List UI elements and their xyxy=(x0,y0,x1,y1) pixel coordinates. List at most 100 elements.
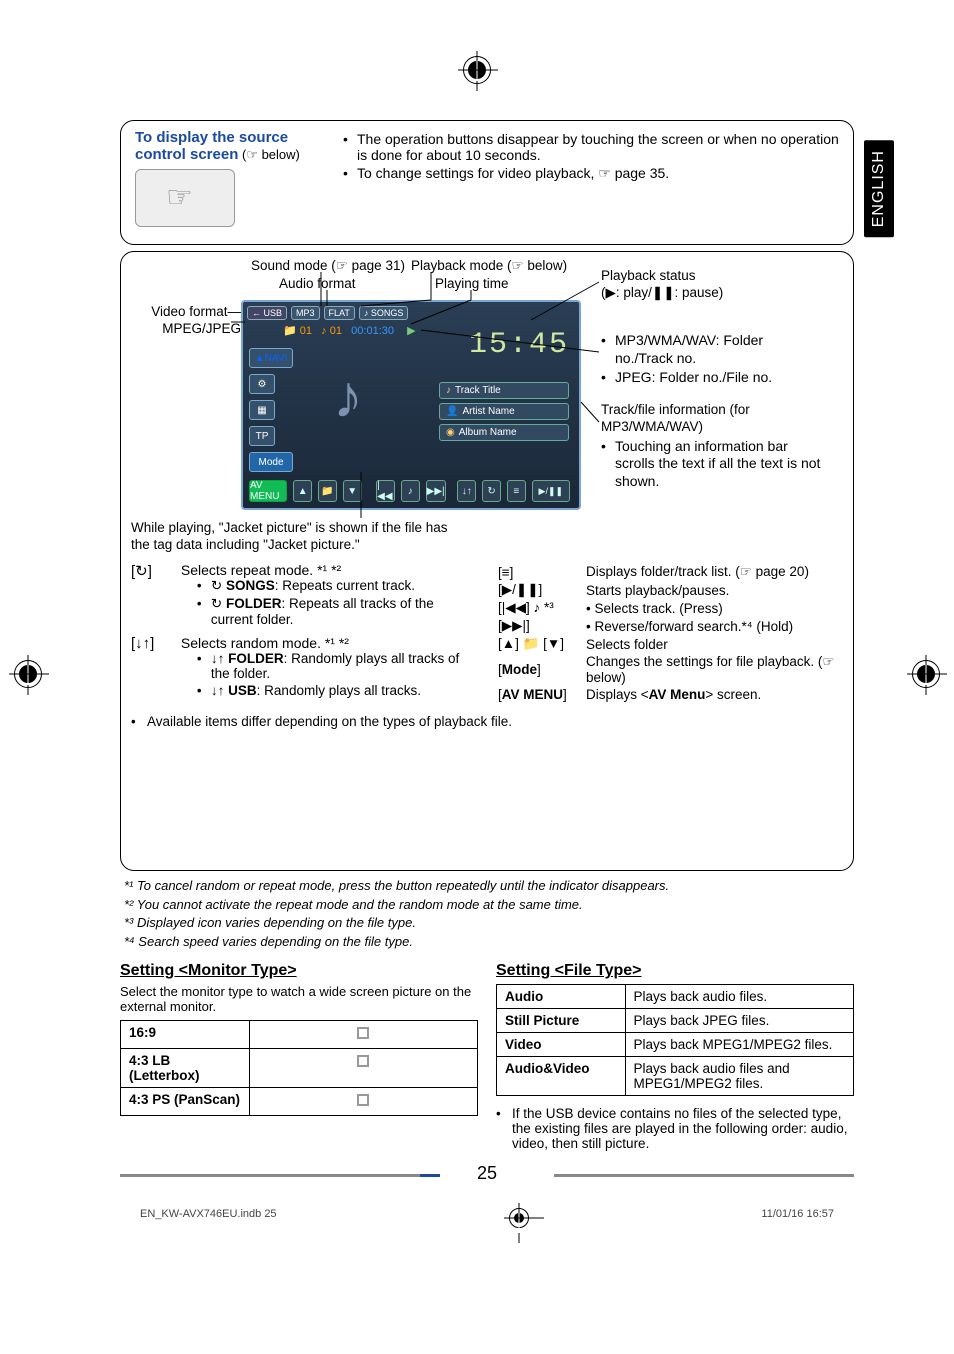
screen-up-btn: ▲ xyxy=(293,480,312,502)
monitor-row-ps: 4:3 PS (PanScan) xyxy=(121,1088,478,1116)
footnote-2: *² You cannot activate the repeat mode a… xyxy=(124,896,854,914)
filetype-row-still: Still PicturePlays back JPEG files. xyxy=(497,1009,854,1033)
label-sound-mode: Sound mode (☞ page 31) xyxy=(251,258,405,275)
random-sub2: ↓↑ USB: Randomly plays all tracks. xyxy=(197,683,476,698)
monitor-img-lb xyxy=(249,1049,477,1088)
box1-title-suffix: (☞ below) xyxy=(238,147,300,162)
available-items-note: Available items differ depending on the … xyxy=(131,714,843,729)
label-playback-status-sub: (▶: play/❚❚: pause) xyxy=(601,285,723,302)
filetype-row-av: Audio&VideoPlays back audio files and MP… xyxy=(497,1057,854,1096)
screen-playpause-btn: ▶/❚❚ xyxy=(532,480,570,502)
screen-elapsed: 00:01:30 xyxy=(351,325,394,337)
file-type-section: Setting <File Type> AudioPlays back audi… xyxy=(496,954,854,1151)
screen-note-icon: ♪ xyxy=(333,362,363,431)
rf-icon-4: [▲] 📁 [▼] xyxy=(498,636,584,652)
label-playback-mode: Playback mode (☞ below) xyxy=(411,258,567,275)
left-functions: [↻] Selects repeat mode. *¹ *² ↻ SONGS: … xyxy=(131,562,478,704)
page-number: 25 xyxy=(120,1163,854,1184)
screen-mode-btn: Mode xyxy=(249,452,293,472)
rf-icon-5: [Mode] xyxy=(498,654,584,685)
screen-bt-icon: ⚙ xyxy=(249,374,275,394)
screen-flat-pill: FLAT xyxy=(324,306,355,320)
print-footer: EN_KW-AVX746EU.indb 25 11/01/16 16:57 xyxy=(120,1208,854,1228)
repeat-head: Selects repeat mode. *¹ *² xyxy=(181,562,341,578)
monitor-heading: Setting <Monitor Type> xyxy=(120,962,478,980)
label-playback-status: Playback status xyxy=(601,268,723,285)
footnote-4: *⁴ Search speed varies depending on the … xyxy=(124,933,854,951)
label-video-format: Video format— MPEG/JPEG xyxy=(131,304,241,338)
monitor-img-169 xyxy=(249,1021,477,1049)
rf-text-4: Selects folder xyxy=(586,636,841,652)
screen-navi-icon: ▲ NAVI xyxy=(249,348,293,368)
rf-icon-6: [AV MENU] xyxy=(498,687,584,702)
screen-album-bar: ◉ Album Name xyxy=(439,424,569,441)
repeat-sub2: ↻ FOLDER: Repeats all tracks of the curr… xyxy=(197,596,476,627)
screen-play-btn: ♪ xyxy=(401,480,420,502)
random-icon: [↓↑] xyxy=(131,635,177,652)
rf-text-5: Changes the settings for file playback. … xyxy=(586,654,841,685)
screen-mp3-pill: MP3 xyxy=(291,306,320,320)
screen-songs-pill: ♪ SONGS xyxy=(359,306,409,320)
screen-next-btn: ▶▶| xyxy=(426,480,446,502)
footnote-1: *¹ To cancel random or repeat mode, pres… xyxy=(124,877,854,895)
label-track-info-sub: Touching an information bar scrolls the … xyxy=(601,438,831,491)
footer-right: 11/01/16 16:57 xyxy=(761,1208,834,1228)
box1-bullet-1: The operation buttons disappear by touch… xyxy=(343,131,839,163)
ft-k-0: Audio xyxy=(497,985,626,1009)
rf-text-1: Starts playback/pauses. xyxy=(586,582,841,598)
rf-text-2: • Selects track. (Press) xyxy=(586,600,841,616)
monitor-img-ps xyxy=(249,1088,477,1116)
rf-icon-2: [|◀◀] ♪ *³ xyxy=(498,600,584,616)
rf-text-3: • Reverse/forward search.*⁴ (Hold) xyxy=(586,618,841,634)
ft-k-3: Audio&Video xyxy=(497,1057,626,1096)
filetype-heading: Setting <File Type> xyxy=(496,962,854,980)
footer-left: EN_KW-AVX746EU.indb 25 xyxy=(140,1208,277,1228)
screen-shuffle-btn: ↓↑ xyxy=(457,480,476,502)
filetype-note: If the USB device contains no files of t… xyxy=(496,1106,854,1151)
monitor-label-ps: 4:3 PS (PanScan) xyxy=(121,1088,250,1116)
screen-track-no: 01 xyxy=(330,325,342,337)
monitor-row-169: 16:9 xyxy=(121,1021,478,1049)
rf-text-6: Displays <AV Menu> screen. xyxy=(586,687,841,702)
screen-folder-no: 01 xyxy=(300,325,312,337)
monitor-label-169: 16:9 xyxy=(121,1021,250,1049)
screen-folder-btn: 📁 xyxy=(318,480,337,502)
screen-avmenu-btn: AV MENU xyxy=(249,480,287,502)
touch-hand-icon xyxy=(135,169,235,227)
screen-tp-icon: TP xyxy=(249,426,275,446)
label-jacket-picture: While playing, "Jacket picture" is shown… xyxy=(131,520,461,554)
footnotes: *¹ To cancel random or repeat mode, pres… xyxy=(120,877,854,950)
language-tab: ENGLISH xyxy=(864,140,894,237)
screen-track-title-bar: ♪ Track Title xyxy=(439,382,569,399)
rf-icon-3: [▶▶|] xyxy=(498,618,584,634)
label-audio-format: Audio format xyxy=(279,276,356,293)
monitor-intro: Select the monitor type to watch a wide … xyxy=(120,984,478,1014)
screen-prev-btn: |◀◀ xyxy=(376,480,395,502)
monitor-type-section: Setting <Monitor Type> Select the monito… xyxy=(120,954,478,1151)
monitor-label-lb: 4:3 LB (Letterbox) xyxy=(121,1049,250,1088)
ft-k-1: Still Picture xyxy=(497,1009,626,1033)
repeat-sub1: ↻ SONGS: Repeats current track. xyxy=(197,578,476,594)
rf-icon-0: [≡] xyxy=(498,564,584,580)
display-source-control-box: To display the source control screen (☞ … xyxy=(120,120,854,245)
box1-bullet-2: To change settings for video playback, ☞… xyxy=(343,165,839,182)
filetype-row-audio: AudioPlays back audio files. xyxy=(497,985,854,1009)
ft-v-1: Plays back JPEG files. xyxy=(625,1009,853,1033)
right-list-2: JPEG: Folder no./File no. xyxy=(601,369,821,387)
page-content: ENGLISH To display the source control sc… xyxy=(0,0,954,1288)
rf-icon-1: [▶/❚❚] xyxy=(498,582,584,598)
rf-text-0: Displays folder/track list. (☞ page 20) xyxy=(586,564,841,580)
screen-down-btn: ▼ xyxy=(343,480,362,502)
repeat-icon: [↻] xyxy=(131,562,177,580)
registration-mark-bottom xyxy=(509,1208,529,1228)
ft-k-2: Video xyxy=(497,1033,626,1057)
monitor-row-lb: 4:3 LB (Letterbox) xyxy=(121,1049,478,1088)
ft-v-2: Plays back MPEG1/MPEG2 files. xyxy=(625,1033,853,1057)
ft-v-3: Plays back audio files and MPEG1/MPEG2 f… xyxy=(625,1057,853,1096)
screen-artist-bar: 👤 Artist Name xyxy=(439,403,569,420)
screen-usb-pill: ← USB xyxy=(247,306,287,320)
filetype-row-video: VideoPlays back MPEG1/MPEG2 files. xyxy=(497,1033,854,1057)
screen-annotation-box: ← USB MP3 FLAT ♪ SONGS 📁 01 ♪ 01 00:01:3… xyxy=(120,251,854,871)
right-list-1: MP3/WMA/WAV: Folder no./Track no. xyxy=(601,332,821,367)
label-track-info: Track/file information (for MP3/WMA/WAV) xyxy=(601,402,831,436)
